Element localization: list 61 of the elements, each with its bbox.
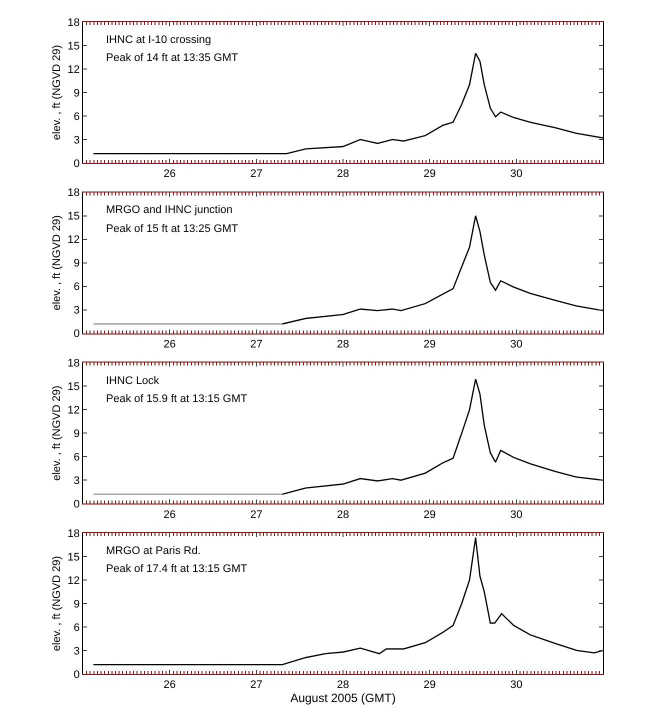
x-tick-label: 29: [424, 338, 436, 351]
y-tick-label: 0: [74, 498, 80, 511]
y-tick-label: 3: [74, 134, 80, 146]
y-axis-title: elev. , ft (NGVD 29): [51, 556, 64, 652]
y-tick-label: 12: [68, 574, 80, 587]
x-tick-label: 29: [424, 168, 436, 180]
y-tick-label: 6: [74, 622, 80, 634]
y-axis-title: elev. , ft (NGVD 29): [51, 215, 64, 310]
x-tick-label: 27: [250, 338, 262, 351]
x-axis-title: August 2005 (GMT): [290, 691, 396, 706]
x-tick-label: 29: [424, 508, 436, 521]
y-tick-label: 18: [68, 528, 80, 540]
annotation: IHNC at I-10 crossing: [106, 34, 212, 46]
x-tick-label: 26: [164, 679, 176, 692]
x-tick-label: 27: [250, 168, 262, 180]
x-tick-label: 27: [250, 508, 262, 521]
x-tick-label: 30: [510, 168, 522, 180]
x-tick-label: 28: [336, 508, 350, 521]
y-tick-label: 9: [74, 258, 80, 270]
x-tick-label: 26: [164, 338, 176, 351]
y-tick-label: 18: [68, 358, 80, 370]
y-axis-title: elev. , ft (NGVD 29): [51, 44, 64, 140]
y-tick-label: 15: [68, 40, 80, 52]
annotation: MRGO and IHNC junction: [106, 204, 233, 216]
y-tick-label: 3: [74, 475, 80, 488]
annotation: Peak of 15.9 ft at 13:15 GMT: [106, 393, 248, 405]
annotation: Peak of 15 ft at 13:25 GMT: [106, 223, 238, 235]
x-tick-label: 28: [336, 338, 350, 351]
y-tick-label: 6: [74, 281, 80, 294]
x-tick-label: 30: [510, 508, 522, 521]
y-tick-label: 12: [68, 234, 80, 246]
y-tick-label: 6: [74, 452, 80, 464]
y-tick-label: 15: [68, 381, 80, 394]
annotation: IHNC Lock: [106, 375, 160, 387]
y-tick-label: 12: [68, 404, 80, 417]
y-tick-label: 0: [74, 328, 80, 340]
y-tick-label: 9: [74, 598, 80, 610]
y-tick-label: 9: [74, 87, 80, 100]
y-tick-label: 15: [68, 551, 80, 564]
annotation: Peak of 17.4 ft at 13:15 GMT: [106, 563, 248, 575]
x-tick-label: 27: [250, 679, 262, 692]
y-tick-label: 3: [74, 304, 80, 317]
y-tick-label: 6: [74, 110, 80, 123]
x-tick-label: 28: [336, 168, 350, 180]
x-tick-label: 28: [336, 679, 350, 692]
annotation: MRGO at Paris Rd.: [106, 545, 201, 557]
x-tick-label: 26: [164, 168, 176, 180]
y-tick-label: 3: [74, 645, 80, 658]
y-tick-label: 15: [68, 210, 80, 223]
x-tick-label: 30: [510, 679, 522, 692]
y-tick-label: 0: [74, 158, 80, 170]
x-tick-label: 26: [164, 508, 176, 521]
y-tick-label: 12: [68, 64, 80, 76]
y-tick-label: 0: [74, 668, 80, 681]
y-tick-label: 18: [68, 16, 80, 29]
annotation: Peak of 14 ft at 13:35 GMT: [106, 52, 238, 64]
y-tick-label: 9: [74, 428, 80, 440]
y-tick-label: 18: [68, 187, 80, 200]
x-tick-label: 30: [510, 338, 522, 351]
x-tick-label: 29: [424, 679, 436, 692]
y-axis-title: elev. , ft (NGVD 29): [51, 386, 64, 481]
